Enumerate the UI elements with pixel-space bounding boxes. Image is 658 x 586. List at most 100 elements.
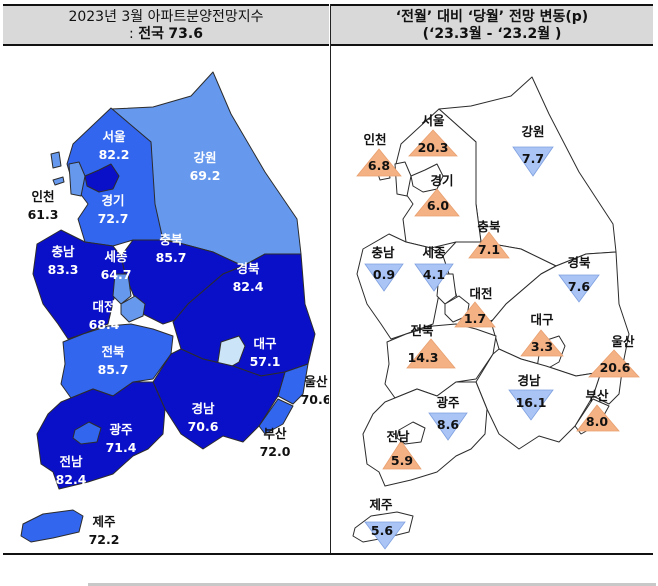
label-gwangju-name: 광주 [109, 422, 133, 437]
label-chungbuk-name: 충북 [159, 232, 183, 247]
label-daejeon-value: 68.4 [89, 317, 120, 332]
label-daegu-name: 대구 [530, 312, 554, 327]
label-chungnam-name: 충남 [51, 244, 75, 259]
label-jeonbuk-name: 전북 [101, 344, 125, 359]
label-ulsan-value: 70.6 [301, 392, 329, 407]
label-chungnam-value: 0.9 [373, 267, 395, 282]
label-daegu-name: 대구 [253, 336, 277, 351]
region-jeonbuk [60, 323, 174, 399]
label-sejong-value: 4.1 [423, 267, 445, 282]
label-jeonnam-name: 전남 [386, 429, 410, 444]
label-gyeongnam-value: 70.6 [188, 419, 219, 434]
label-jeju-value: 72.2 [89, 532, 120, 547]
label-chungnam-name: 충남 [371, 245, 395, 260]
label-daegu-value: 57.1 [250, 354, 281, 369]
label-ulsan-value: 20.6 [600, 360, 631, 375]
label-gyeonggi-name: 경기 [101, 193, 124, 208]
label-jeonnam-value: 5.9 [391, 453, 413, 468]
region-gwangju [72, 421, 102, 445]
label-seoul-name: 서울 [102, 129, 126, 144]
label-jeju-value: 5.6 [371, 523, 393, 538]
bottom-rule [3, 553, 653, 555]
label-sejong-value: 64.7 [101, 267, 132, 282]
label-busan-value: 8.0 [586, 414, 608, 429]
label-jeonnam-name: 전남 [59, 454, 83, 469]
label-gyeongbuk-name: 경북 [236, 261, 260, 276]
region-jeonnam [36, 381, 166, 490]
down-triangle-icon [364, 263, 404, 292]
left-choropleth-map: 서울 82.2 인천 61.3 경기 72.7 강원 69.2 충남 83.3 … [20, 71, 329, 547]
outline-seoul [410, 163, 444, 193]
label-daejeon-name: 대전 [469, 286, 492, 301]
label-ulsan-name: 울산 [304, 374, 328, 389]
label-gangwon-name: 강원 [193, 150, 216, 165]
down-triangle-icon [512, 146, 554, 177]
label-chungbuk-value: 7.1 [478, 242, 500, 257]
outline-chungnam [356, 233, 450, 340]
label-sejong-name: 세종 [104, 249, 128, 264]
right-change-map: 인천 6.8 서울 20.3 강원 7.7 경기 6.0 충북 7.1 충남 0… [352, 76, 640, 550]
label-ulsan-name: 울산 [611, 334, 635, 349]
label-daejeon-value: 1.7 [464, 311, 486, 326]
up-triangle-icon [406, 338, 456, 369]
up-triangle-icon [468, 231, 510, 259]
label-jeonbuk-value: 14.3 [408, 350, 439, 365]
label-incheon-value: 61.3 [28, 207, 59, 222]
region-sejong [112, 273, 132, 305]
label-busan-value: 72.0 [260, 444, 291, 459]
label-sejong-name: 세종 [422, 245, 446, 260]
up-triangle-icon [520, 329, 564, 357]
up-triangle-icon [588, 349, 640, 378]
down-triangle-icon [558, 274, 600, 303]
label-gyeonggi-value: 6.0 [427, 198, 449, 213]
up-triangle-icon [454, 301, 496, 328]
national-prefix: : [129, 26, 139, 42]
label-gyeonggi-value: 72.7 [98, 211, 129, 226]
label-gwangju-name: 광주 [436, 395, 460, 410]
region-jeju [20, 509, 84, 543]
label-gwangju-value: 71.4 [106, 440, 137, 455]
label-incheon-name: 인천 [363, 132, 386, 147]
label-gyeongbuk-name: 경북 [567, 255, 591, 270]
label-incheon-value: 6.8 [368, 158, 390, 173]
left-title-line2: : 전국 73.6 [3, 26, 329, 43]
down-triangle-icon [414, 263, 454, 292]
label-chungbuk-name: 충북 [477, 219, 501, 234]
label-gyeongnam-name: 경남 [517, 373, 541, 388]
region-incheon [68, 161, 86, 197]
label-jeonnam-value: 82.4 [56, 472, 87, 487]
map-figure: 2023년 3월 아파트분양전망지수 : 전국 73.6 ‘전월’ 대비 ‘당월… [3, 4, 653, 554]
right-panel-header: ‘전월’ 대비 ‘당월’ 전망 변동(p) (‘23.3월 - ‘23.2월 ) [331, 4, 653, 46]
label-daejeon-name: 대전 [92, 299, 115, 314]
national-label: 전국 [138, 26, 164, 42]
label-seoul-value: 20.3 [418, 140, 449, 155]
label-busan-name: 부산 [585, 388, 609, 403]
national-value: 73.6 [168, 26, 203, 42]
label-gangwon-value: 69.2 [190, 168, 221, 183]
outline-gwangju [396, 421, 426, 445]
label-gyeongnam-value: 16.1 [516, 395, 547, 410]
label-gyeongnam-name: 경남 [191, 401, 215, 416]
label-jeju-name: 제주 [369, 497, 393, 512]
label-gyeonggi-name: 경기 [430, 173, 453, 188]
outline-jeonnam [362, 381, 488, 487]
label-daegu-value: 3.3 [531, 339, 553, 354]
up-triangle-icon [408, 129, 458, 157]
right-title-line1: ‘전월’ 대비 ‘당월’ 전망 변동(p) [395, 9, 589, 25]
label-busan-name: 부산 [263, 426, 287, 441]
label-gangwon-name: 강원 [521, 124, 544, 139]
label-jeonbuk-name: 전북 [410, 323, 434, 338]
panel-divider [330, 4, 331, 554]
up-triangle-icon [576, 404, 620, 432]
region-chungnam [32, 229, 126, 340]
label-seoul-name: 서울 [421, 113, 445, 128]
region-seoul [84, 163, 120, 193]
up-triangle-icon [382, 440, 422, 470]
down-triangle-icon [508, 389, 554, 421]
label-gangwon-value: 7.7 [522, 151, 544, 166]
label-incheon-name: 인천 [31, 189, 54, 204]
label-seoul-value: 82.2 [99, 147, 130, 162]
outline-incheon [394, 161, 412, 197]
down-triangle-icon [428, 412, 468, 441]
up-triangle-icon [356, 148, 402, 177]
